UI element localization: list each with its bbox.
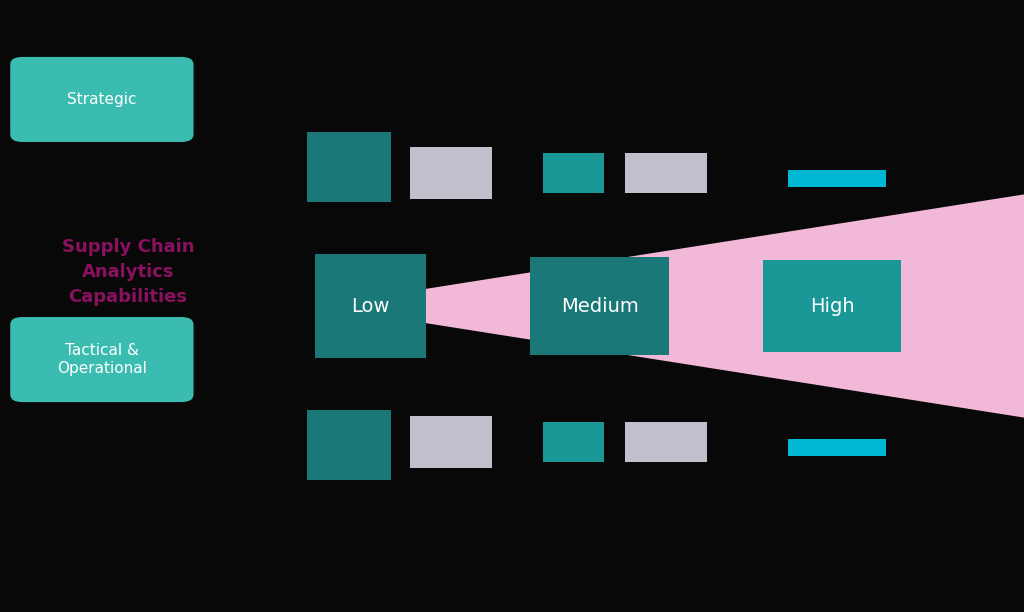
Text: Medium: Medium bbox=[561, 296, 638, 316]
FancyBboxPatch shape bbox=[10, 317, 194, 402]
Bar bbox=[307, 132, 391, 202]
Bar bbox=[543, 422, 604, 462]
Text: Low: Low bbox=[351, 296, 390, 316]
Bar bbox=[307, 410, 391, 480]
Bar bbox=[625, 422, 707, 462]
Bar bbox=[788, 170, 886, 187]
Bar bbox=[543, 153, 604, 193]
Bar bbox=[410, 416, 492, 468]
Text: Strategic: Strategic bbox=[68, 92, 136, 107]
Text: Supply Chain
Analytics
Capabilities: Supply Chain Analytics Capabilities bbox=[61, 238, 195, 307]
Bar bbox=[763, 260, 901, 352]
Bar bbox=[788, 439, 886, 456]
Text: High: High bbox=[810, 296, 854, 316]
Text: Tactical &
Operational: Tactical & Operational bbox=[57, 343, 146, 376]
FancyBboxPatch shape bbox=[10, 57, 194, 142]
Bar bbox=[315, 254, 426, 358]
Bar bbox=[410, 147, 492, 199]
Polygon shape bbox=[317, 193, 1024, 419]
Bar bbox=[530, 257, 669, 355]
Bar bbox=[625, 153, 707, 193]
